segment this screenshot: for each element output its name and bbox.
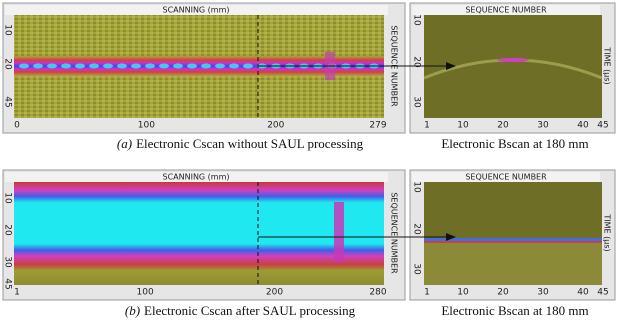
x-tick-label: 280 — [369, 288, 386, 298]
caption-label: (a) — [117, 136, 132, 151]
y-tick-label: 10 — [412, 14, 422, 26]
bscan-caption: Electronic Bscan at 180 mm — [441, 303, 588, 318]
x-tick-label: 40 — [577, 121, 589, 131]
y-tick-label: 30 — [412, 96, 422, 108]
x-tick-label: 30 — [537, 288, 549, 298]
x-tick-label: 279 — [369, 121, 386, 131]
bscan-echo-edge — [424, 241, 602, 243]
bscan-y-label: TIME (µs) — [603, 213, 612, 251]
arrow-head — [446, 62, 456, 70]
x-tick-label: 1 — [14, 288, 20, 298]
bscan-title: SEQUENCE NUMBER — [465, 173, 547, 182]
bscan-echo — [424, 238, 602, 241]
y-tick-label: 20 — [3, 58, 13, 70]
y-tick-label: 30 — [412, 263, 422, 275]
cscan-y-label: SEQUENCE NUMBER — [390, 192, 399, 274]
y-tick-label: 20 — [3, 224, 13, 236]
cscan-spot — [215, 63, 225, 69]
x-tick-label: 45 — [597, 121, 608, 131]
cscan-spot — [61, 63, 71, 69]
cscan-spot — [173, 63, 183, 69]
cscan-title: SCANNING (mm) — [162, 6, 229, 15]
x-tick-label: 10 — [457, 121, 469, 131]
x-tick-label: 20 — [497, 288, 509, 298]
cscan-spot — [159, 63, 169, 69]
y-tick-label: 20 — [412, 223, 422, 235]
bscan-y-label: TIME (µs) — [603, 46, 612, 84]
cscan-band — [14, 56, 384, 76]
cscan-spot — [103, 63, 113, 69]
cscan-spot — [89, 63, 99, 69]
y-tick-label: 10 — [3, 192, 13, 204]
x-tick-label: 200 — [267, 121, 284, 131]
bscan-title-bar — [412, 5, 600, 15]
caption: (b) Electronic Cscan after SAUL processin… — [125, 303, 356, 318]
cscan-spot — [131, 63, 141, 69]
x-tick-label: 1 — [424, 288, 430, 298]
x-tick-label: 0 — [14, 121, 20, 131]
x-tick-label: 200 — [266, 288, 283, 298]
bscan-title-bar — [412, 172, 600, 182]
bscan-title: SEQUENCE NUMBER — [465, 6, 547, 15]
cscan-spot — [33, 63, 43, 69]
x-tick-label: 1 — [424, 121, 430, 131]
cscan-spot — [243, 63, 253, 69]
x-tick-label: 30 — [537, 121, 549, 131]
cscan-spot — [201, 63, 211, 69]
caption-text: Electronic Cscan without SAUL processing — [136, 136, 363, 151]
cscan-title: SCANNING (mm) — [162, 173, 229, 182]
cscan-spot — [117, 63, 127, 69]
caption: (a) Electronic Cscan without SAUL process… — [117, 136, 364, 151]
cscan-spot — [187, 63, 197, 69]
cscan-defect — [334, 202, 344, 262]
arrow-head — [446, 233, 456, 241]
x-tick-label: 20 — [497, 121, 509, 131]
y-tick-label: 45 — [3, 278, 13, 289]
y-tick-label: 10 — [412, 181, 422, 193]
cscan-spot — [75, 63, 85, 69]
x-tick-label: 10 — [457, 288, 469, 298]
y-tick-label: 10 — [3, 24, 13, 36]
y-tick-label: 20 — [412, 56, 422, 68]
bscan-caption: Electronic Bscan at 180 mm — [441, 136, 588, 151]
bscan-lower — [424, 241, 602, 285]
cscan-band — [14, 182, 384, 285]
caption-label: (b) — [125, 303, 140, 318]
x-tick-label: 100 — [138, 121, 155, 131]
x-tick-label: 45 — [597, 288, 608, 298]
cscan-spot — [19, 63, 29, 69]
cscan-spot — [145, 63, 155, 69]
caption-text: Electronic Cscan after SAUL processing — [144, 303, 356, 318]
x-tick-label: 100 — [137, 288, 154, 298]
x-tick-label: 40 — [577, 288, 589, 298]
cscan-title-bar — [5, 5, 388, 15]
cscan-spot — [229, 63, 239, 69]
cscan-title-bar — [5, 172, 388, 182]
y-tick-label: 30 — [3, 256, 13, 268]
cscan-spot — [47, 63, 57, 69]
y-tick-label: 45 — [3, 96, 13, 107]
bscan-peak — [497, 58, 529, 62]
